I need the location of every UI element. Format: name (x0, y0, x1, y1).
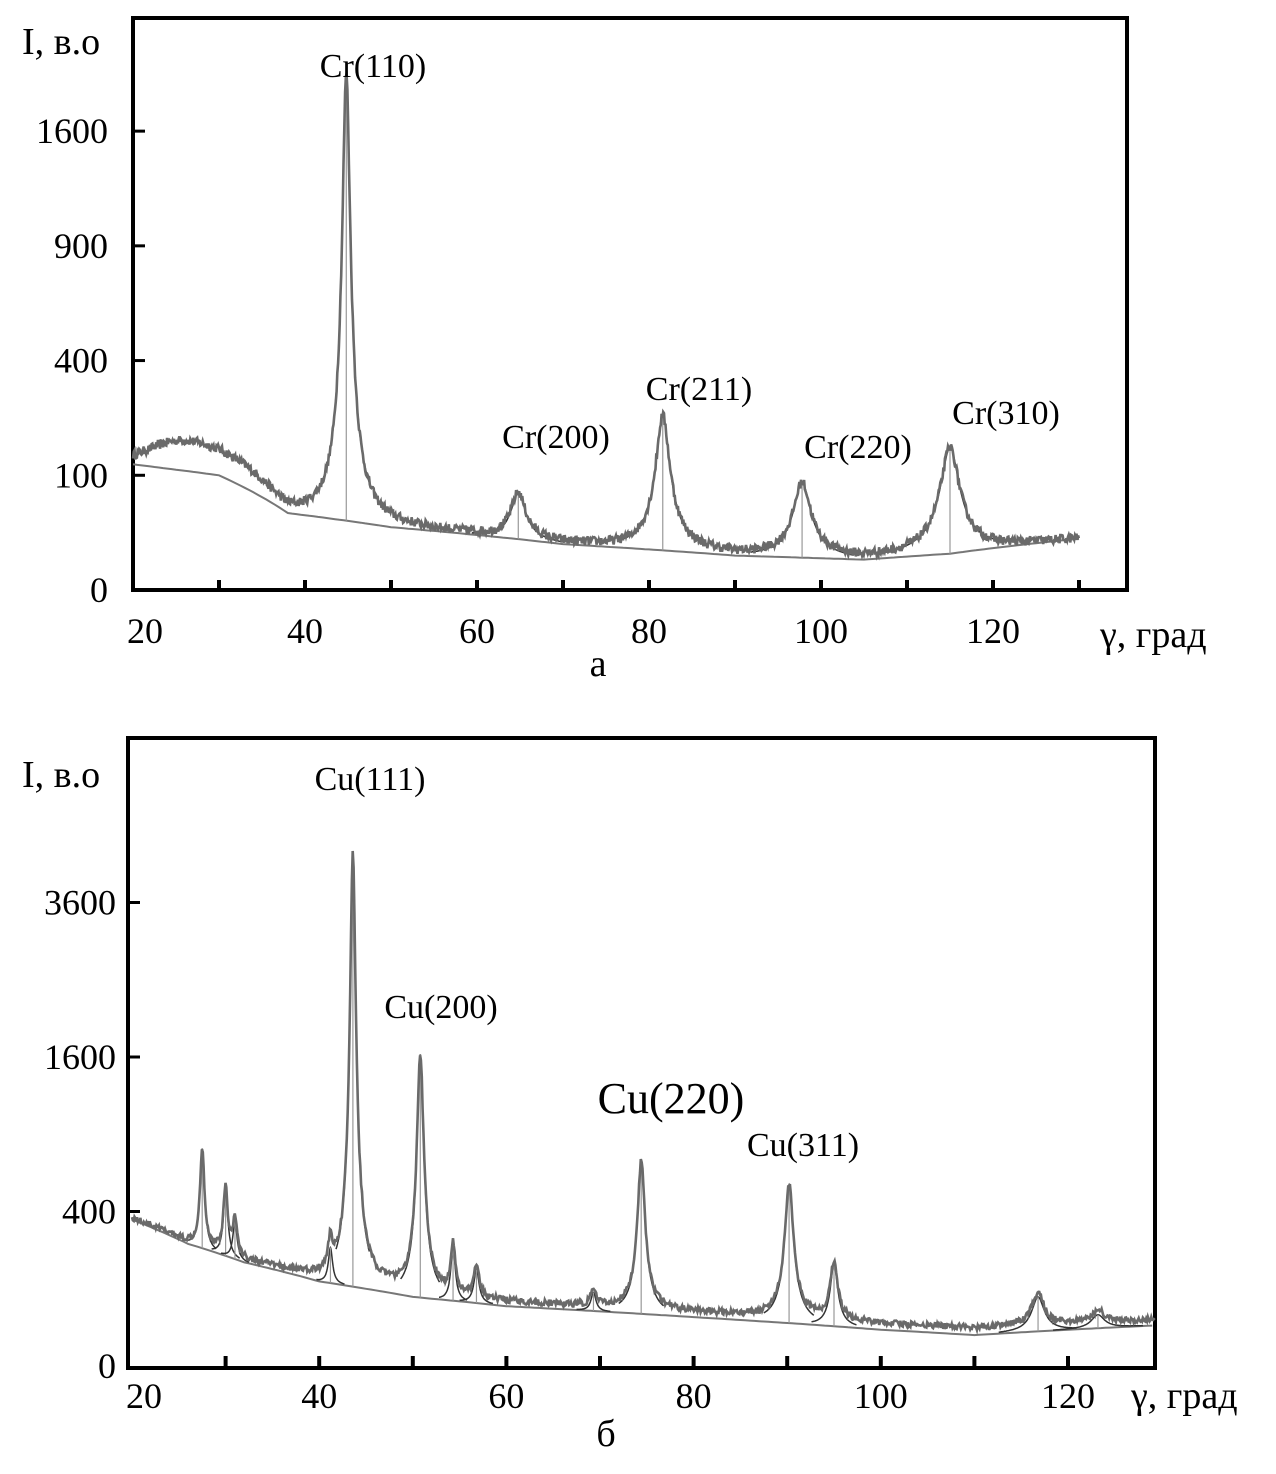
y-tick-label: 900 (54, 226, 108, 266)
y-tick-label: 100 (54, 455, 108, 495)
peak-label: Cu(220) (598, 1074, 745, 1123)
x-tick-label: 80 (631, 611, 667, 651)
panel-b-chart: 20 40 60 80 100 120 0 400 1600 3600 Cu(111) Cu(20… (22, 736, 1238, 1455)
y-tick-label: 0 (98, 1346, 116, 1386)
panel-a-x-ticks: 20 40 60 80 100 120 (127, 580, 1081, 651)
panel-a-y-ticks: 0 100 400 900 1600 (36, 111, 145, 610)
y-tick-label: 400 (62, 1192, 116, 1232)
x-tick-label: 60 (488, 1376, 524, 1416)
panel-a-background-line (132, 463, 1080, 561)
peak-fit-line (1052, 1314, 1143, 1331)
peak-label: Cr(110) (320, 48, 426, 85)
panel-b-caption: б (596, 1413, 615, 1455)
peak-label: Cu(200) (384, 989, 497, 1026)
peak-label: Cr(211) (646, 371, 752, 408)
x-tick-label: 60 (459, 611, 495, 651)
panel-a-fit-lines (322, 72, 1006, 558)
measured-line (130, 850, 1156, 1336)
x-tick-label: 40 (301, 1376, 337, 1416)
x-tick-label: 100 (794, 611, 848, 651)
background-line (132, 463, 1080, 561)
panel-a-y-axis-title: I, в.о (22, 21, 100, 63)
background-line (131, 1218, 1153, 1337)
y-tick-label: 1600 (36, 111, 108, 151)
peak-label: Cr(220) (804, 429, 912, 466)
x-tick-label: 80 (676, 1376, 712, 1416)
panel-a-x-axis-title: γ, град (1099, 614, 1207, 656)
peak-label: Cu(311) (747, 1127, 859, 1164)
panel-a-peak-labels: Cr(110) Cr(200) Cr(211) Cr(220) Cr(310) (320, 48, 1060, 466)
panel-b-background-line (131, 1218, 1153, 1337)
y-tick-label: 400 (54, 341, 108, 381)
peak-fit-line (576, 1291, 611, 1313)
panel-b-measured-line (130, 850, 1156, 1336)
x-tick-label: 120 (1041, 1376, 1095, 1416)
panel-b-y-axis-title: I, в.о (22, 754, 100, 796)
y-tick-label: 0 (90, 570, 108, 610)
panel-a-frame (131, 16, 1129, 592)
panel-b-x-ticks: 20 40 60 80 100 120 (126, 1356, 1095, 1416)
panel-b-peak-labels: Cu(111) Cu(200) Cu(220)Cu(311) (315, 761, 859, 1164)
x-tick-label: 120 (966, 611, 1020, 651)
x-tick-label: 40 (287, 611, 323, 651)
panel-b-x-axis-title: γ, град (1130, 1375, 1238, 1417)
peak-label: Cu(111) (315, 761, 426, 798)
x-tick-label: 20 (127, 611, 163, 651)
panel-b-y-ticks: 0 400 1600 3600 (44, 883, 140, 1386)
panel-a-caption: а (590, 643, 607, 685)
y-tick-label: 1600 (44, 1037, 116, 1077)
panel-b-frame (126, 736, 1157, 1370)
peak-label: Cr(200) (502, 419, 610, 456)
measured-line (131, 70, 1081, 561)
y-tick-label: 3600 (44, 883, 116, 923)
panel-a-measured-line (131, 70, 1081, 561)
peak-fit-line (316, 1246, 345, 1285)
peak-label: Cr(310) (952, 395, 1060, 432)
x-tick-label: 20 (126, 1376, 162, 1416)
x-tick-label: 100 (854, 1376, 908, 1416)
